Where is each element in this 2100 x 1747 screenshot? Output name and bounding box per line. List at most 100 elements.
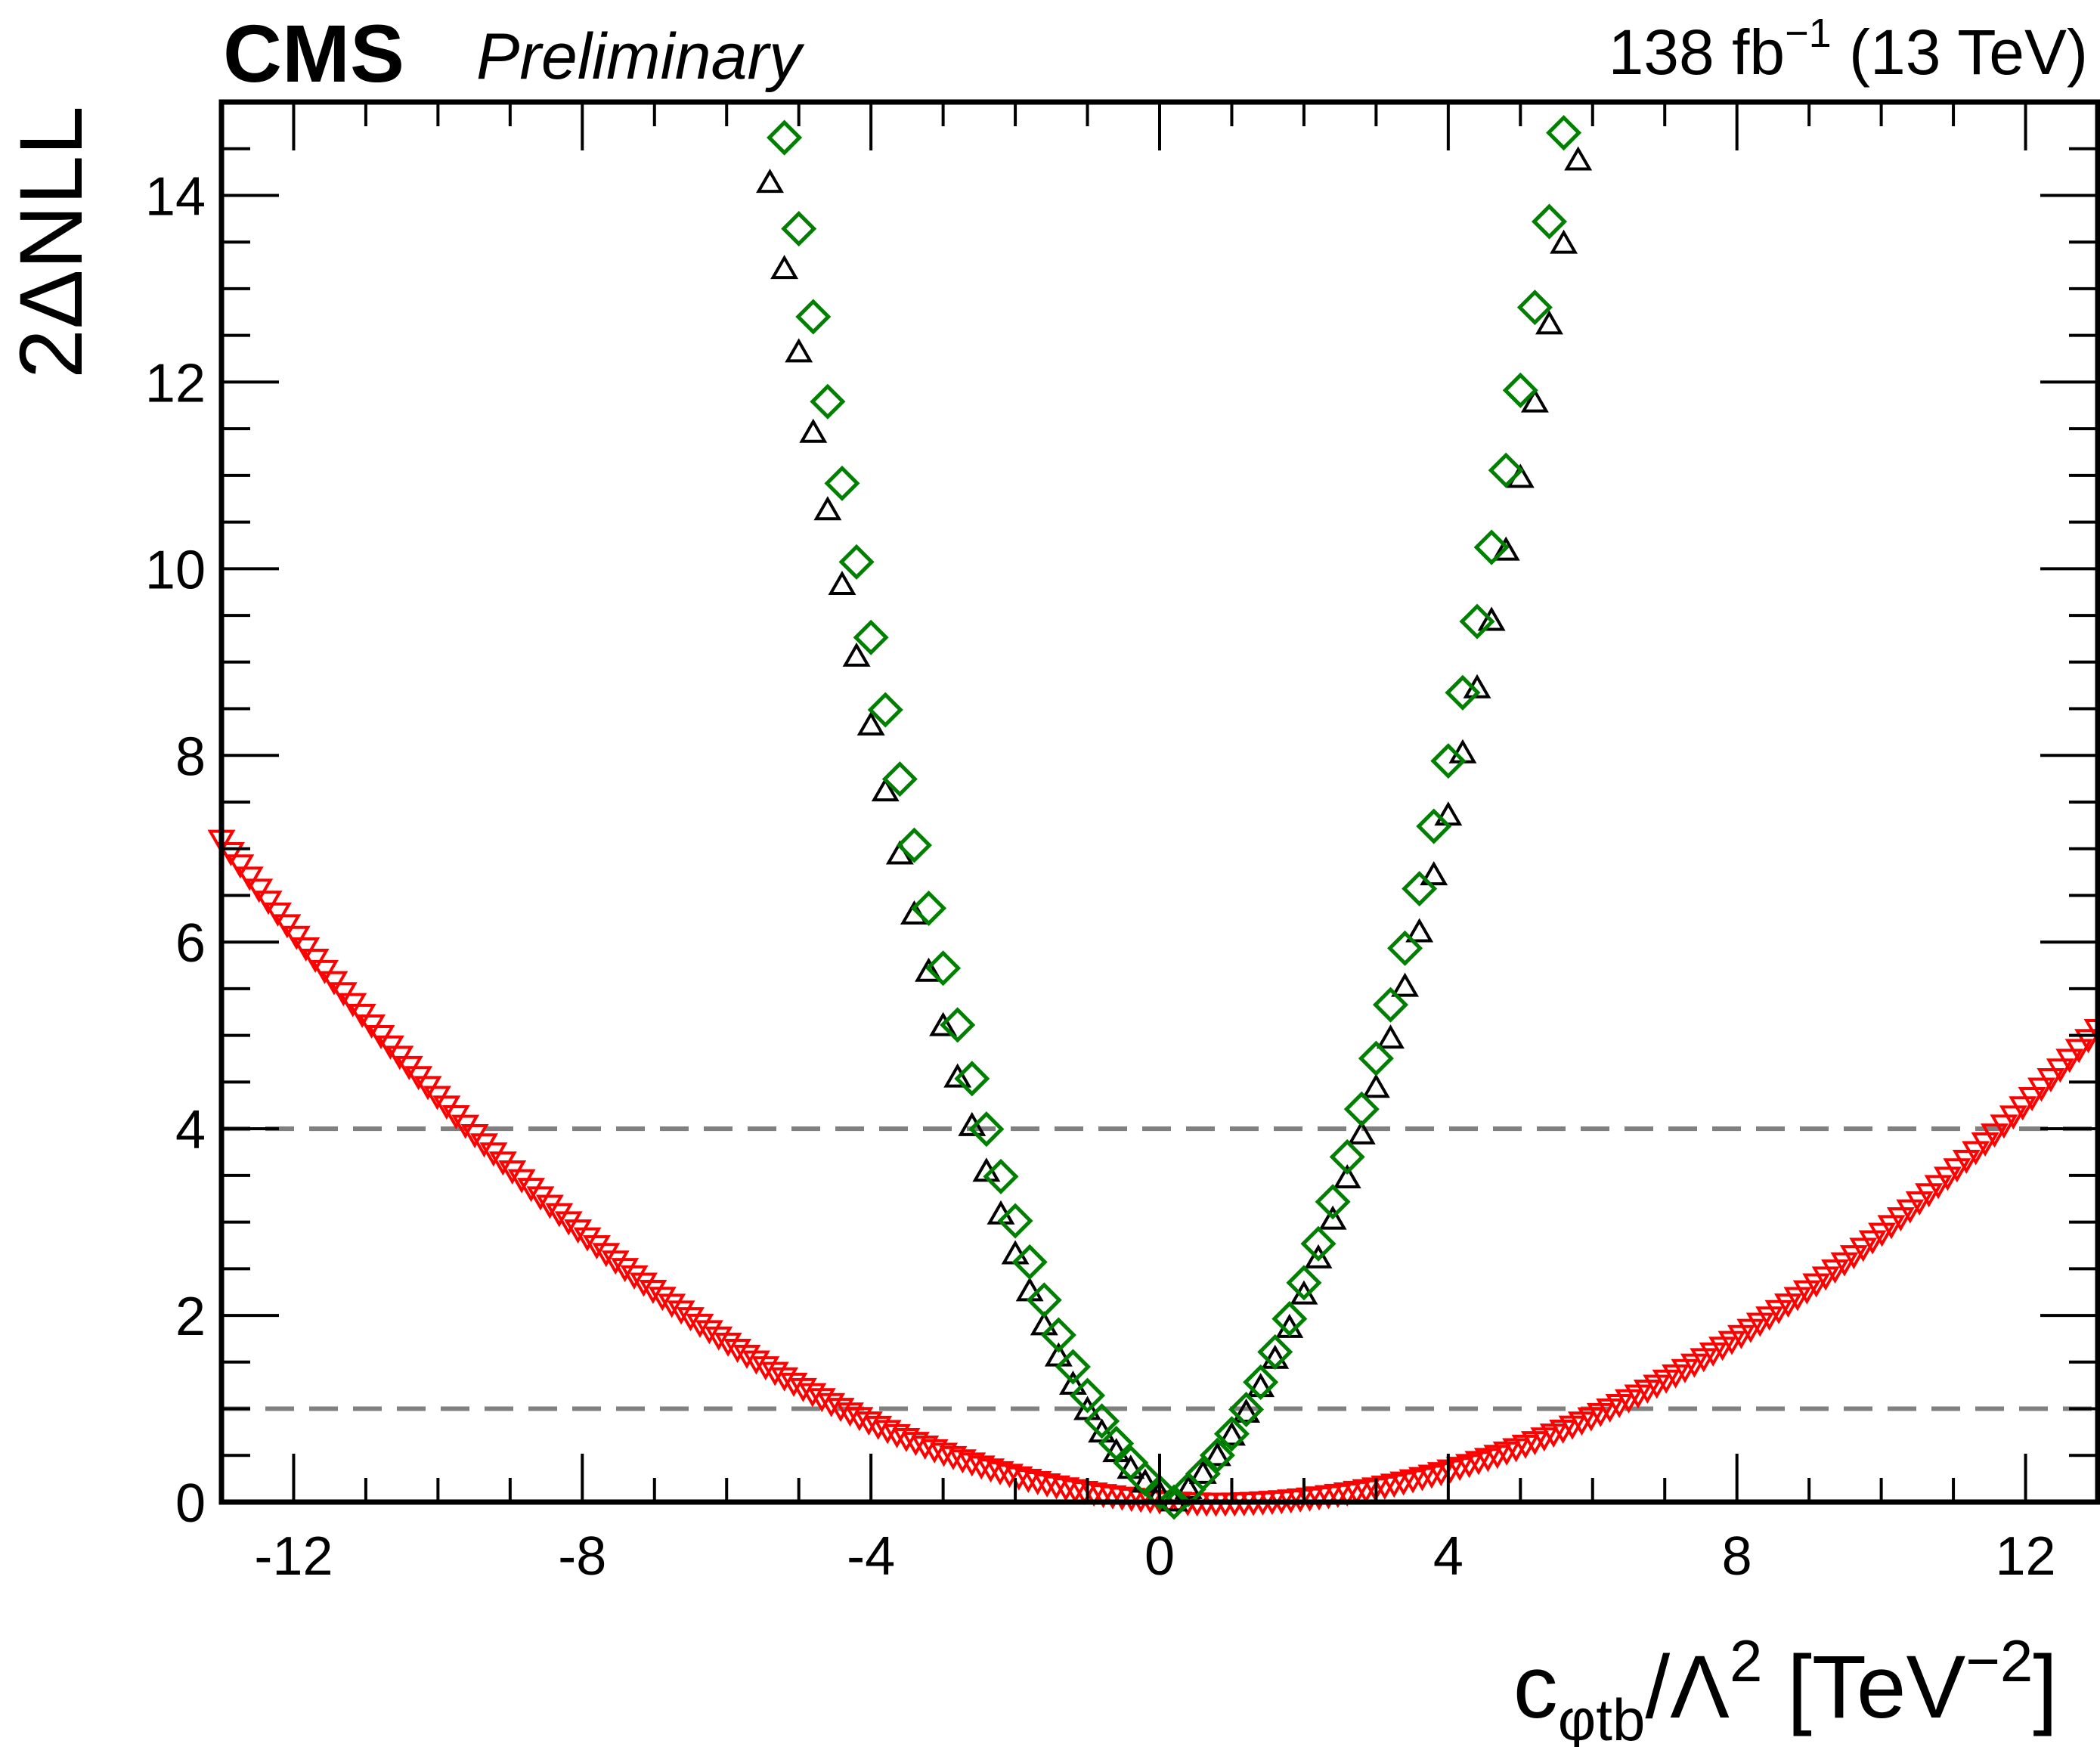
green-diamond-point: [767, 119, 803, 156]
green-diamond-point: [781, 211, 817, 247]
red-triangle-point: [686, 1313, 714, 1338]
black-triangle-point: [929, 1011, 958, 1036]
green-diamond-point: [1026, 1282, 1062, 1318]
x-axis-title: cφtb/Λ2 [TeV−2]: [1513, 1628, 2058, 1747]
red-triangle-point: [2037, 1067, 2065, 1092]
green-diamond-point: [838, 544, 875, 580]
red-triangle-point: [817, 1392, 846, 1417]
green-diamond-point: [1516, 290, 1553, 326]
green-diamond-point: [1199, 1437, 1235, 1473]
red-triangle-point: [1005, 1466, 1033, 1491]
red-triangle-point: [535, 1194, 564, 1219]
red-triangle-point: [2064, 1039, 2093, 1064]
red-triangle-point: [1981, 1123, 2009, 1148]
red-triangle-point: [1014, 1468, 1042, 1493]
green-diamond-point: [1243, 1364, 1279, 1400]
red-triangle-point: [1802, 1273, 1831, 1298]
red-triangle-point: [695, 1320, 723, 1345]
y-tick-label: 2: [175, 1287, 206, 1347]
black-triangle-point: [1318, 1205, 1347, 1230]
green-diamond-point: [1473, 529, 1510, 565]
red-triangle-point: [1033, 1473, 1061, 1498]
red-triangle-point: [1764, 1299, 1793, 1324]
green-diamond-point: [1531, 203, 1568, 240]
green-diamond-point: [1387, 930, 1423, 966]
black-triangle-point: [799, 418, 828, 443]
red-triangle-point: [1061, 1479, 1089, 1504]
red-triangle-point: [733, 1344, 761, 1369]
green-diamond-point: [1502, 372, 1538, 408]
red-triangle-point: [977, 1458, 1005, 1483]
red-triangle-point: [986, 1460, 1014, 1485]
green-diamond-point: [925, 950, 962, 987]
green-diamond-point: [1445, 674, 1481, 711]
x-tick-label: 0: [1144, 1526, 1175, 1587]
red-triangle-point: [723, 1338, 752, 1363]
green-diamond-point: [910, 890, 947, 927]
black-triangle-point: [813, 496, 842, 521]
black-triangle-point: [1247, 1373, 1275, 1398]
black-triangle-point: [1188, 1459, 1217, 1484]
red-triangle-point: [995, 1464, 1024, 1488]
red-triangle-point: [545, 1203, 574, 1228]
red-triangle-point: [836, 1402, 864, 1427]
red-triangle-point: [2074, 1029, 2100, 1054]
y-tick-label: 4: [175, 1100, 206, 1160]
red-triangle-point: [2027, 1077, 2056, 1102]
green-diamond-point: [1055, 1349, 1091, 1385]
red-triangle-point: [2018, 1086, 2046, 1111]
green-diamond-point: [1488, 452, 1524, 488]
green-diamond-point: [1228, 1391, 1265, 1428]
red-triangle-point: [1905, 1191, 1934, 1216]
x-tick-label: 12: [1995, 1526, 2055, 1587]
black-triangle-point: [856, 711, 885, 736]
red-triangle-point: [554, 1211, 583, 1236]
y-tick-label: 12: [145, 353, 206, 414]
green-diamond-point: [1416, 808, 1452, 844]
red-triangle-point: [958, 1452, 987, 1477]
lumi-energy: (13 TeV): [1849, 17, 2088, 88]
red-triangle-point: [1924, 1175, 1953, 1200]
green-diamond-point: [1358, 1040, 1394, 1076]
red-triangle-point: [948, 1449, 977, 1474]
red-triangle-point: [667, 1300, 695, 1325]
green-diamond-point: [1213, 1416, 1250, 1452]
green-diamond-point: [1300, 1225, 1337, 1262]
black-triangle-point: [1377, 1024, 1405, 1049]
green-diamond-point: [997, 1203, 1033, 1239]
black-triangle-point: [1333, 1163, 1361, 1188]
x-tick-label: 8: [1722, 1526, 1752, 1587]
green-diamond-point: [1011, 1244, 1048, 1280]
green-diamond-point: [940, 1007, 976, 1043]
black-triangle-point: [1405, 918, 1434, 943]
red-triangle-point: [1042, 1475, 1070, 1500]
green-diamond-point: [1315, 1184, 1351, 1220]
y-tick-label: 8: [175, 726, 206, 787]
red-triangle-point: [1783, 1287, 1812, 1312]
red-triangle-point: [705, 1326, 733, 1351]
black-triangle-point: [1520, 388, 1549, 413]
green-diamond-point: [1070, 1377, 1106, 1414]
red-triangle-point: [967, 1455, 996, 1480]
black-triangle-point: [1347, 1120, 1376, 1145]
red-triangle-point: [282, 925, 311, 950]
green-diamond-point: [853, 619, 889, 655]
green-diamond-point: [1546, 115, 1582, 151]
red-triangle-point: [939, 1445, 968, 1470]
y-tick-label: 14: [145, 166, 206, 227]
red-triangle-point: [2055, 1049, 2084, 1073]
red-triangle-point: [864, 1415, 893, 1440]
red-triangle-point: [216, 842, 245, 867]
red-triangle-point: [930, 1442, 959, 1467]
green-diamond-point: [1271, 1301, 1308, 1337]
green-diamond-point: [824, 465, 860, 501]
x-tick-labels: -12 -8 -4 0 4 8 12: [254, 1526, 2055, 1587]
y-tick-label: 10: [145, 540, 206, 600]
green-diamond-point: [968, 1111, 1005, 1148]
green-diamond-point: [1257, 1333, 1293, 1370]
red-triangle-point: [901, 1432, 930, 1457]
red-triangle-point: [1933, 1166, 1962, 1191]
y-tick-labels: 0 2 4 6 8 10 12 14: [145, 166, 206, 1534]
red-triangle-point: [648, 1287, 677, 1312]
red-triangle-point: [1830, 1252, 1859, 1277]
